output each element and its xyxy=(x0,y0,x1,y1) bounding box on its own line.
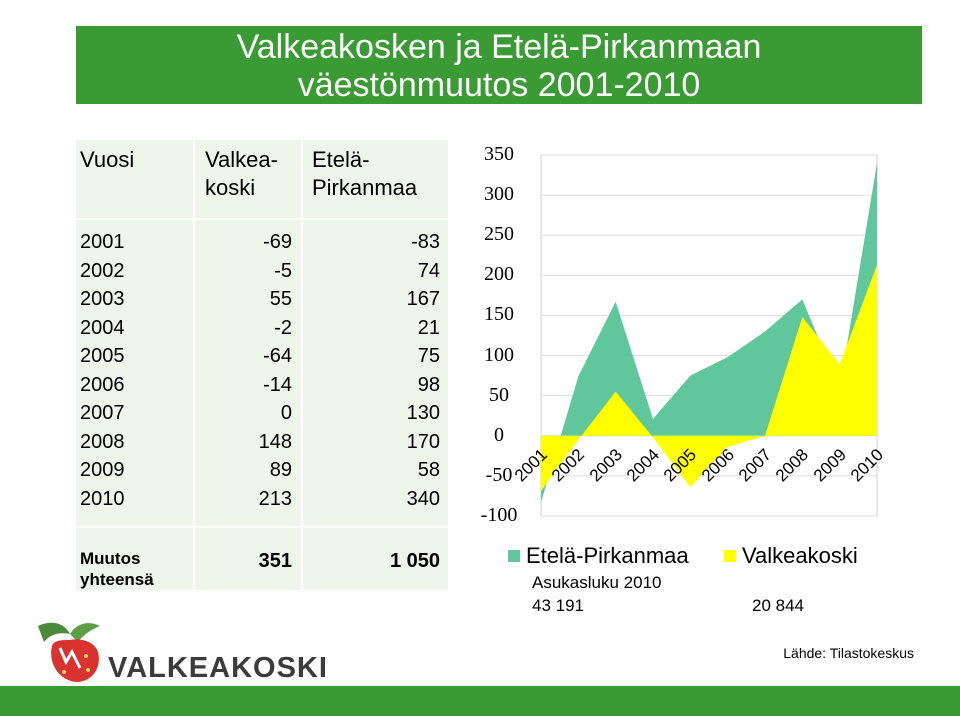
table-cell-etela-pirkanmaa: 98 xyxy=(417,373,440,396)
y-tick-label: 200 xyxy=(484,263,514,286)
table-cell-year: 2009 xyxy=(80,459,125,481)
y-tick-label: 0 xyxy=(494,423,504,446)
y-tick-label: -50 xyxy=(485,463,513,486)
population-label: Asukasluku 2010 xyxy=(532,573,662,592)
table-cell-year: 2004 xyxy=(80,316,125,339)
table-cell-etela-pirkanmaa: 167 xyxy=(406,288,440,310)
table-cell-year: 2005 xyxy=(80,345,125,367)
table-cell-valkeakoski: 213 xyxy=(258,487,292,510)
header-valkeakoski-1: Valkea- xyxy=(205,147,278,172)
strawberry-logo-icon xyxy=(38,622,100,682)
total-valkeakoski: 351 xyxy=(258,550,292,572)
y-tick-label: 300 xyxy=(484,183,514,206)
row-divider xyxy=(76,218,448,220)
population-valkeakoski: 20 844 xyxy=(752,596,804,615)
logo-wordmark: VALKEAKOSKI xyxy=(108,652,328,684)
table-cell-valkeakoski: -5 xyxy=(274,259,292,282)
table-cell-valkeakoski: -14 xyxy=(263,373,292,396)
y-tick-label: -100 xyxy=(480,504,518,526)
source-note: Lähde: Tilastokeskus xyxy=(783,645,914,661)
y-tick-label: 350 xyxy=(484,143,514,165)
header-year: Vuosi xyxy=(80,147,135,172)
table-cell-year: 2007 xyxy=(80,402,125,424)
footer-bar xyxy=(0,686,960,716)
row-divider xyxy=(76,526,448,528)
header-valkeakoski-2: koski xyxy=(205,175,256,200)
legend-swatch-valkeakoski xyxy=(724,550,736,562)
table-cell-valkeakoski: 89 xyxy=(269,459,292,481)
title-line-1: Valkeakosken ja Etelä-Pirkanmaan xyxy=(236,28,762,66)
table-cell-etela-pirkanmaa: 340 xyxy=(406,487,440,510)
table-cell-etela-pirkanmaa: 58 xyxy=(417,459,440,481)
table-cell-valkeakoski: -64 xyxy=(263,345,292,367)
table-cell-valkeakoski: 148 xyxy=(258,430,292,453)
table-cell-valkeakoski: -2 xyxy=(274,316,292,339)
table-cell-valkeakoski: 55 xyxy=(269,288,292,310)
table-cell-valkeakoski: -69 xyxy=(263,231,292,253)
table-cell-valkeakoski: 0 xyxy=(280,402,292,424)
total-label-line-2: yhteensä xyxy=(80,570,154,589)
table-cell-etela-pirkanmaa: -83 xyxy=(411,231,440,253)
legend-swatch-etela-pirkanmaa xyxy=(508,550,520,562)
total-label-line-1: Muutos xyxy=(80,549,141,568)
table-cell-etela-pirkanmaa: 21 xyxy=(417,316,440,339)
table-cell-year: 2008 xyxy=(80,430,125,453)
table-cell-etela-pirkanmaa: 74 xyxy=(417,259,440,282)
column-divider xyxy=(193,140,195,590)
y-tick-label: 50 xyxy=(489,383,509,406)
legend-valkeakoski: Valkeakoski xyxy=(742,543,858,568)
table-cell-year: 2001 xyxy=(80,231,125,253)
table-cell-year: 2002 xyxy=(80,259,125,282)
column-divider xyxy=(301,140,303,590)
table-cell-etela-pirkanmaa: 130 xyxy=(406,402,440,424)
y-tick-label: 100 xyxy=(484,343,514,366)
header-etela-pirkanmaa-2: Pirkanmaa xyxy=(312,175,418,200)
legend-etela-pirkanmaa: Etelä-Pirkanmaa xyxy=(526,543,689,568)
title-line-2: väestönmuutos 2001-2010 xyxy=(297,66,701,104)
table-cell-year: 2003 xyxy=(80,288,125,310)
data-table xyxy=(76,140,448,590)
total-etela-pirkanmaa: 1 050 xyxy=(389,550,440,572)
table-cell-etela-pirkanmaa: 75 xyxy=(417,345,440,367)
area-series-valkeakoski xyxy=(541,264,877,492)
total-label: Muutos yhteensä xyxy=(80,548,154,590)
header-etela-pirkanmaa-1: Etelä- xyxy=(312,147,370,172)
title-banner: Valkeakosken ja Etelä-Pirkanmaan väestön… xyxy=(76,26,922,104)
table-cell-year: 2006 xyxy=(80,373,125,396)
table-cell-etela-pirkanmaa: 170 xyxy=(406,430,440,453)
population-etela-pirkanmaa: 43 191 xyxy=(532,596,584,615)
y-tick-label: 250 xyxy=(484,223,514,246)
table-cell-year: 2010 xyxy=(80,487,125,510)
y-tick-label: 150 xyxy=(484,303,514,326)
